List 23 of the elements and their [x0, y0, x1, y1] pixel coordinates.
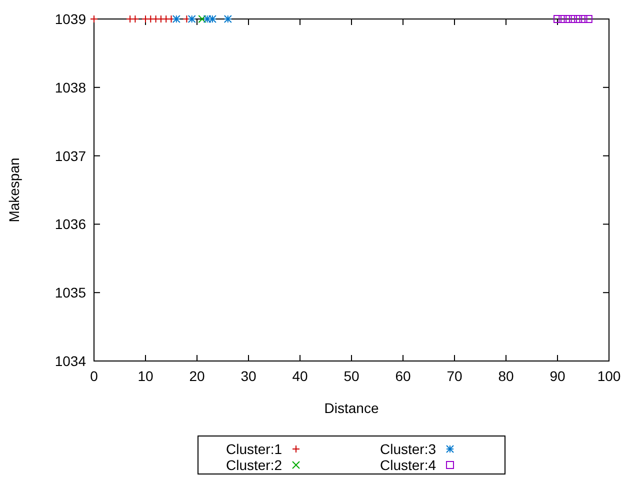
x-tick-label: 10 — [138, 368, 154, 384]
legend-label: Cluster:3 — [380, 441, 436, 457]
x-tick-label: 90 — [550, 368, 566, 384]
y-axis-title: Makespan — [6, 158, 22, 222]
x-tick-label: 50 — [344, 368, 360, 384]
y-tick-label: 1039 — [54, 11, 86, 27]
y-tick-label: 1034 — [54, 353, 86, 369]
y-tick-label: 1038 — [54, 79, 86, 96]
x-tick-label: 0 — [90, 368, 98, 384]
x-tick-label: 20 — [189, 368, 205, 384]
x-axis-title: Distance — [324, 400, 379, 416]
x-tick-label: 70 — [446, 368, 462, 384]
legend-label: Cluster:4 — [380, 457, 436, 473]
x-tick-label: 40 — [292, 368, 308, 384]
y-tick-label: 1037 — [54, 148, 86, 164]
x-tick-label: 30 — [240, 368, 256, 384]
x-tick-label: 100 — [597, 368, 621, 384]
y-tick-label: 1035 — [54, 284, 86, 301]
x-tick-label: 80 — [498, 368, 514, 384]
y-tick-label: 1036 — [54, 216, 86, 232]
legend-label: Cluster:2 — [226, 457, 282, 473]
x-tick-label: 60 — [395, 368, 411, 384]
legend-label: Cluster:1 — [226, 441, 282, 457]
